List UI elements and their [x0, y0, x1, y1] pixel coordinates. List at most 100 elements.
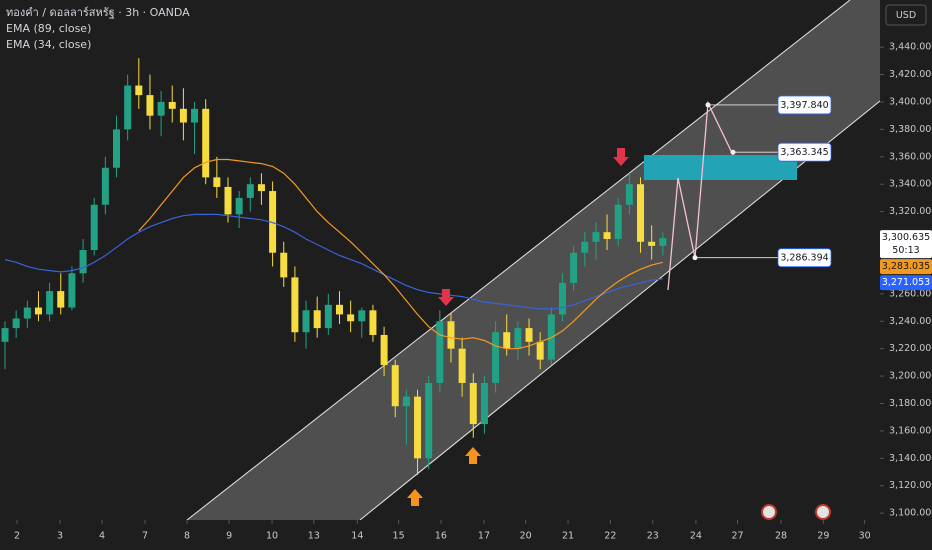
candle-body [12, 318, 20, 329]
candle-body [414, 396, 422, 459]
candle-body [146, 95, 154, 116]
candle-body [324, 304, 332, 329]
x-tick-label: 10 [266, 531, 278, 542]
x-tick-label: 16 [435, 531, 447, 542]
candle-body [23, 307, 31, 319]
y-tick-label: 3,120.000 [889, 480, 932, 491]
price-tag [880, 259, 932, 275]
candle-body [34, 307, 42, 315]
candle-body [90, 204, 98, 250]
candle-body [246, 184, 254, 198]
candle-body [335, 304, 343, 315]
price-tag-label: 3,300.635 [882, 232, 930, 243]
x-tick-label: 14 [351, 531, 363, 542]
annotation-label: 3,397.840 [780, 100, 828, 111]
x-tick-label: 4 [99, 531, 105, 542]
candle-body [492, 332, 500, 383]
currency-box [885, 4, 927, 26]
x-tick-label: 9 [226, 531, 232, 542]
down-arrows [438, 148, 629, 306]
annotation-label: 3,286.394 [780, 253, 828, 264]
chart-title: ทองคำ / ดอลลาร์สหรัฐ · 3h · OANDA [6, 6, 190, 19]
candle-body [269, 191, 277, 253]
candle-body [514, 328, 522, 349]
y-tick-label: 3,320.000 [889, 206, 932, 217]
candle-body [202, 108, 210, 178]
candle-body [614, 204, 622, 240]
y-tick-label: 3,180.000 [889, 398, 932, 409]
x-tick-label: 20 [520, 531, 532, 542]
candle-body [458, 348, 466, 383]
ema-lines [4, 158, 663, 350]
candle-body [358, 310, 366, 322]
x-tick-label: 22 [604, 531, 616, 542]
y-tick-label: 3,360.000 [889, 151, 932, 162]
price-tag-label: 3,283.035 [882, 261, 930, 272]
legend-entry: EMA (89, close) [6, 22, 91, 35]
price-axis [880, 0, 932, 550]
up-arrows [407, 447, 481, 506]
candle-body [235, 197, 243, 215]
x-tick-label: 29 [817, 531, 829, 542]
x-tick-label: 2 [14, 531, 20, 542]
candle-body [191, 108, 199, 123]
candle-body [101, 167, 109, 205]
price-tag [880, 230, 932, 259]
candle-body [425, 382, 433, 459]
candle-body [1, 328, 9, 342]
candle-body [68, 273, 76, 308]
x-tick-label: 21 [562, 531, 574, 542]
candle-body [436, 321, 444, 383]
candle-body [659, 238, 667, 246]
annotation-box [777, 142, 832, 162]
candle-body [648, 241, 656, 246]
candle-body [179, 108, 187, 123]
y-tick-label: 3,200.000 [889, 371, 932, 382]
ema-line [138, 158, 663, 350]
price-tag-label: 3,271.053 [882, 277, 930, 288]
y-tick-label: 3,420.000 [889, 69, 932, 80]
candle-body [469, 382, 477, 425]
candle-body [168, 101, 176, 109]
currency: USD [896, 10, 916, 21]
x-tick-label: 24 [690, 531, 702, 542]
candle-body [113, 129, 121, 168]
candle-body [257, 184, 265, 192]
candle-body [46, 291, 54, 315]
x-tick-label: 28 [775, 531, 787, 542]
candle-body [603, 232, 611, 240]
legend-entry: EMA (34, close) [6, 38, 91, 51]
candle-body [525, 328, 533, 342]
x-tick-label: 13 [308, 531, 320, 542]
y-tick-label: 3,160.000 [889, 425, 932, 436]
candle-body [570, 252, 578, 283]
y-tick-label: 3,380.000 [889, 124, 932, 135]
candle-body [57, 291, 65, 308]
candle-body [157, 101, 165, 116]
candle-body [291, 277, 299, 333]
candle-body [402, 396, 410, 407]
x-tick-label: 3 [57, 531, 63, 542]
annotation-point [692, 255, 698, 261]
candle-body [581, 241, 589, 253]
annotation-box [777, 248, 832, 268]
candle-body [280, 252, 288, 278]
event-icons [761, 504, 831, 520]
annotation-box [777, 95, 832, 115]
x-tick-label: 30 [859, 531, 871, 542]
candle-body [637, 184, 645, 242]
y-tick-label: 3,240.000 [889, 316, 932, 327]
y-tick-label: 3,400.000 [889, 96, 932, 107]
y-tick-label: 3,260.000 [889, 288, 932, 299]
x-tick-label: 7 [142, 531, 148, 542]
channel-fill [187, 0, 880, 520]
candle-body [625, 184, 633, 205]
x-tick-label: 27 [731, 531, 743, 542]
candle-body [380, 334, 388, 366]
target-zone [644, 155, 797, 180]
y-tick-label: 3,440.000 [889, 42, 932, 53]
candle-body [536, 341, 544, 360]
candle-body [224, 186, 232, 215]
